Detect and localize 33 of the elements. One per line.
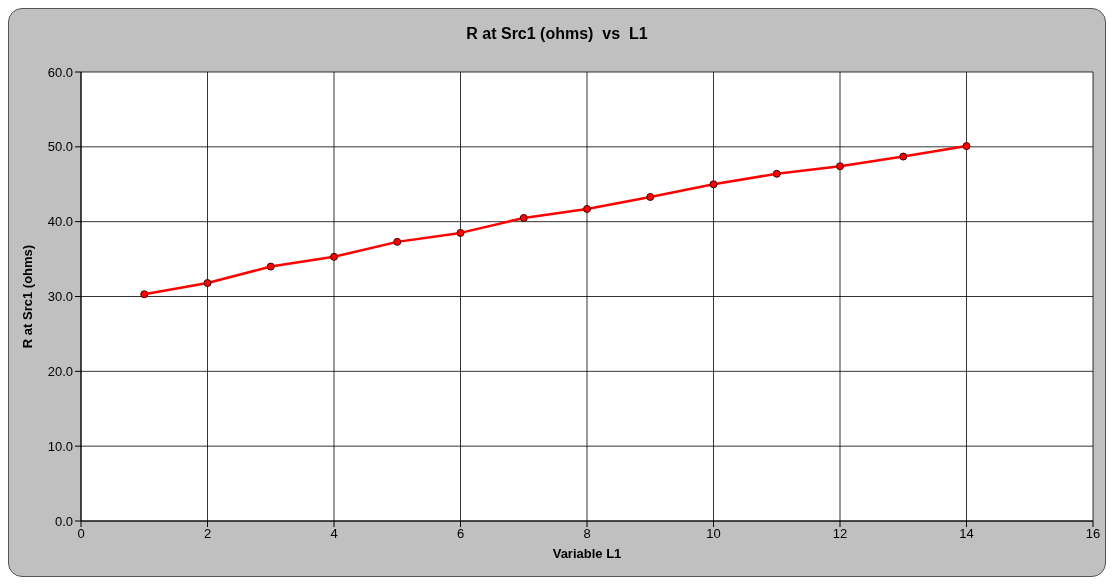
x-axis-title: Variable L1 [552, 546, 622, 561]
y-tick-label: 0.0 [54, 513, 73, 529]
x-tick-label: 0 [77, 526, 85, 542]
x-tick-label: 8 [583, 526, 591, 542]
x-tick-label: 14 [959, 526, 974, 542]
point [583, 204, 591, 213]
point [203, 279, 212, 288]
x-tick-label: 12 [832, 526, 848, 542]
x-tick-label: 16 [1085, 526, 1101, 542]
y-tick-label: 50.0 [47, 139, 73, 155]
point [646, 192, 655, 201]
point [393, 237, 402, 246]
point [962, 142, 971, 151]
x-tick-label: 4 [330, 526, 338, 542]
x-tick-label: 6 [456, 526, 465, 542]
y-tick-label: 40.0 [47, 214, 73, 230]
point [709, 180, 718, 189]
y-tick-label: 30.0 [47, 289, 73, 305]
chart-title: R at Src1 (ohms) vs L1 [465, 25, 649, 43]
point [140, 290, 149, 299]
y-tick-label: 10.0 [47, 438, 73, 454]
point [456, 228, 465, 237]
y-axis-title: R at Src1 (ohms) [19, 244, 35, 349]
y-tick-label: 20.0 [47, 363, 73, 379]
point [519, 213, 528, 222]
point [772, 169, 781, 178]
point [330, 252, 338, 261]
point [899, 152, 908, 161]
x-tick-label: 10 [706, 526, 721, 542]
y-tick-label: 60.0 [47, 64, 73, 80]
point [266, 262, 275, 271]
point [836, 162, 844, 171]
x-tick-label: 2 [203, 526, 212, 542]
